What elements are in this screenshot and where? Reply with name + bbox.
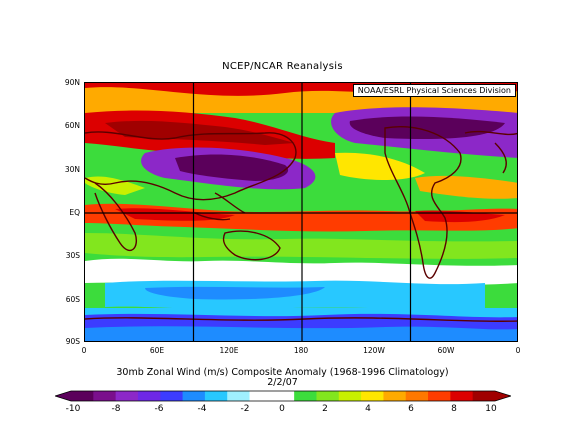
colorbar (55, 390, 511, 402)
colorbar-label: 10 (485, 404, 497, 414)
colorbar-swatch (93, 391, 117, 401)
colorbar-swatch (294, 391, 317, 401)
colorbar-label: 6 (408, 404, 414, 414)
lon-label-60e: 60E (149, 346, 165, 355)
colorbar-label: -4 (197, 404, 207, 414)
lon-label-120w: 120W (363, 346, 385, 355)
lat-label-60n: 60N (64, 121, 80, 130)
colorbar-label: 2 (322, 404, 328, 414)
colorbar-swatch (472, 391, 496, 401)
colorbar-label: 8 (451, 404, 457, 414)
plot-title: NCEP/NCAR Reanalysis (222, 61, 343, 72)
lat-label-90n: 90N (64, 78, 80, 87)
colorbar-swatch (115, 391, 139, 401)
anomaly-field (85, 83, 517, 341)
colorbar-max-arrow (495, 391, 511, 401)
lon-label-0-east: 0 (515, 346, 521, 355)
colorbar-swatch (227, 391, 251, 401)
credit-label: NOAA/ESRL Physical Sciences Division (352, 84, 516, 97)
colorbar-swatch (71, 391, 94, 401)
colorbar-label: -6 (154, 404, 164, 414)
colorbar-outline (55, 390, 511, 402)
colorbar-label: -10 (65, 404, 81, 414)
colorbar-label: -8 (111, 404, 121, 414)
colorbar-swatch (450, 391, 474, 401)
figure-date: 2/2/07 (267, 377, 298, 388)
lat-label-eq: EQ (69, 208, 80, 217)
colorbar-swatch (338, 391, 362, 401)
colorbar-swatch (405, 391, 429, 401)
lon-label-60w: 60W (437, 346, 455, 355)
lon-label-0: 0 (81, 346, 87, 355)
figure-caption: 30mb Zonal Wind (m/s) Composite Anomaly … (116, 367, 449, 378)
map-gridlines (85, 83, 517, 341)
map-panel: NOAA/ESRL Physical Sciences Division (84, 82, 518, 342)
colorbar-swatch (182, 391, 206, 401)
colorbar-swatch (160, 391, 184, 401)
colorbar-swatch (316, 391, 340, 401)
colorbar-swatch (361, 391, 384, 401)
colorbar-label: 0 (279, 404, 285, 414)
lat-label-60s: 60S (65, 295, 80, 304)
colorbar-swatch (204, 391, 228, 401)
colorbar-label: -2 (240, 404, 250, 414)
lat-label-30n: 30N (64, 165, 80, 174)
lon-label-120e: 120E (219, 346, 239, 355)
lon-label-180: 180 (293, 346, 309, 355)
lat-label-30s: 30S (65, 251, 80, 260)
colorbar-swatch (137, 391, 161, 401)
colorbar-swatch (383, 391, 407, 401)
colorbar-min-arrow (55, 391, 71, 401)
colorbar-swatch (249, 391, 273, 401)
colorbar-swatch (271, 391, 295, 401)
colorbar-label: 4 (365, 404, 371, 414)
lat-label-90s: 90S (65, 337, 80, 346)
colorbar-swatch (428, 391, 451, 401)
